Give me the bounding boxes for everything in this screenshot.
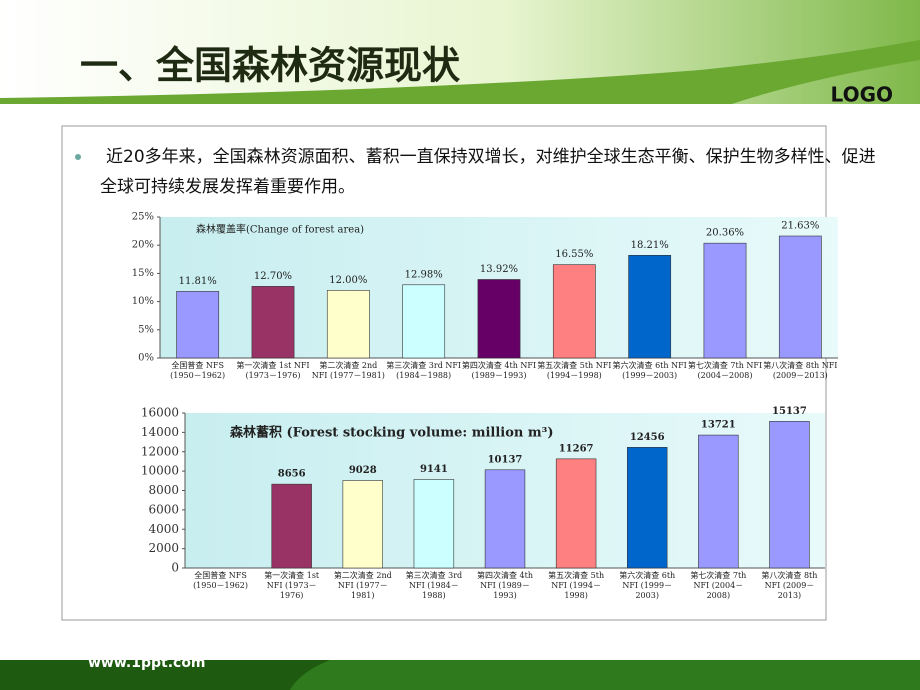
slide-title: 一、全国森林资源现状 bbox=[80, 44, 461, 88]
y-tick-label: 16000 bbox=[141, 406, 179, 420]
y-tick-label: 0 bbox=[171, 561, 179, 575]
x-tick-box: 第一次清查 1st NFI (1973－1976) bbox=[264, 571, 320, 600]
x-tick-label: 第八次清查 8th NFI (2009－2013) bbox=[763, 361, 838, 380]
bar bbox=[251, 286, 295, 359]
value-label: 18.21% bbox=[631, 240, 669, 251]
x-tick-box: 全国普查 NFS (1950－1962) bbox=[170, 361, 226, 380]
x-tick-label: 第六次清查 6th NFI (1999－2003) bbox=[612, 361, 687, 380]
x-tick-box: 第三次清查 3rd NFI (1984－1988) bbox=[405, 571, 463, 600]
bullet-dot bbox=[75, 154, 81, 160]
x-tick-box: 第四次清查 4th NFI (1989－1993) bbox=[461, 361, 537, 380]
value-label: 8656 bbox=[278, 469, 306, 480]
y-tick-label: 25% bbox=[132, 212, 154, 223]
x-tick-box: 第四次清查 4th NFI (1989－1993) bbox=[476, 571, 533, 600]
y-tick-label: 10% bbox=[132, 296, 154, 307]
x-tick-box: 第八次清查 8th NFI (2009－2013) bbox=[763, 361, 838, 380]
x-tick-box: 第六次清查 6th NFI (1999－2003) bbox=[612, 361, 687, 380]
value-label: 11.81% bbox=[179, 276, 217, 287]
bar bbox=[413, 479, 455, 569]
bar bbox=[402, 284, 446, 359]
value-label: 21.63% bbox=[781, 221, 819, 232]
x-tick-box: 全国普查 NFS (1950－1962) bbox=[193, 571, 249, 590]
bar bbox=[698, 434, 739, 569]
y-tick-label: 2000 bbox=[148, 541, 179, 555]
x-tick-box: 第六次清查 6th NFI (1999－2003) bbox=[619, 571, 676, 600]
bar bbox=[176, 291, 220, 359]
bar bbox=[703, 242, 747, 359]
x-tick-box: 第七次清查 7th NFI (2004－2008) bbox=[690, 571, 747, 600]
x-tick-box: 第五次清查 5th NFI (1994－1998) bbox=[548, 571, 605, 600]
x-tick-box: 第二次清查 2nd NFI (1977－1981) bbox=[311, 361, 385, 380]
value-label: 13.92% bbox=[480, 264, 518, 275]
value-label: 12.70% bbox=[254, 271, 292, 282]
y-tick-label: 6000 bbox=[148, 502, 179, 516]
y-tick-label: 20% bbox=[132, 240, 154, 251]
value-label: 15137 bbox=[772, 406, 807, 417]
header-swoosh bbox=[0, 40, 920, 108]
y-tick-label: 8000 bbox=[148, 483, 179, 497]
value-label: 9141 bbox=[420, 464, 448, 475]
y-tick-label: 0% bbox=[138, 353, 154, 364]
value-label: 10137 bbox=[488, 454, 523, 465]
x-tick-label: 第七次清查 7th NFI (2004－2008) bbox=[690, 571, 747, 600]
value-label: 13721 bbox=[701, 420, 736, 431]
bar bbox=[326, 290, 370, 359]
chart-title: 森林蓄积 (Forest stocking volume: million m³… bbox=[230, 425, 553, 441]
y-tick-label: 4000 bbox=[148, 522, 179, 536]
bar bbox=[778, 235, 822, 359]
bar bbox=[484, 469, 526, 569]
bar bbox=[552, 264, 596, 359]
x-tick-label: 第二次清查 2nd NFI (1977－1981) bbox=[333, 571, 392, 600]
x-tick-label: 全国普查 NFS (1950－1962) bbox=[193, 571, 249, 590]
x-tick-box: 第五次清查 5th NFI (1994－1998) bbox=[537, 361, 612, 380]
x-tick-box: 第七次清查 7th NFI (2004－2008) bbox=[687, 361, 763, 380]
value-label: 20.36% bbox=[706, 228, 744, 239]
bar bbox=[769, 421, 810, 569]
x-tick-box: 第八次清查 8th NFI (2009－2013) bbox=[761, 571, 818, 600]
y-tick-label: 10000 bbox=[141, 464, 179, 478]
x-tick-label: 第五次清查 5th NFI (1994－1998) bbox=[548, 571, 605, 600]
bar bbox=[477, 279, 521, 359]
bar bbox=[628, 254, 672, 359]
x-tick-label: 第三次清查 3rd NFI (1984－1988) bbox=[386, 361, 462, 380]
x-tick-label: 第二次清查 2nd NFI (1977－1981) bbox=[311, 361, 385, 380]
bullet-text: 近20多年来，全国森林资源面积、蓄积一直保持双增长，对维护全球生态平衡、保护生物… bbox=[100, 147, 876, 197]
value-label: 12.00% bbox=[329, 275, 367, 286]
x-tick-label: 第一次清查 1st NFI (1973－1976) bbox=[264, 571, 320, 600]
value-label: 9028 bbox=[349, 465, 377, 476]
x-tick-label: 第六次清查 6th NFI (1999－2003) bbox=[619, 571, 676, 600]
footer-shape bbox=[0, 660, 330, 690]
x-tick-label: 第八次清查 8th NFI (2009－2013) bbox=[761, 571, 818, 600]
bar bbox=[627, 447, 668, 569]
y-tick-label: 14000 bbox=[141, 425, 179, 439]
x-tick-label: 第三次清查 3rd NFI (1984－1988) bbox=[405, 571, 463, 600]
logo: LOGO bbox=[831, 83, 893, 107]
x-tick-label: 第五次清查 5th NFI (1994－1998) bbox=[537, 361, 612, 380]
footer-url: www.1ppt.com bbox=[88, 655, 206, 671]
x-tick-box: 第二次清查 2nd NFI (1977－1981) bbox=[333, 571, 392, 600]
value-label: 16.55% bbox=[555, 249, 593, 260]
x-tick-label: 第七次清查 7th NFI (2004－2008) bbox=[687, 361, 763, 380]
value-label: 12.98% bbox=[405, 269, 443, 280]
bullet-box: 近20多年来，全国森林资源面积、蓄积一直保持双增长，对维护全球生态平衡、保护生物… bbox=[100, 147, 876, 197]
x-tick-label: 全国普查 NFS (1950－1962) bbox=[170, 361, 226, 380]
header-gap bbox=[0, 104, 920, 114]
bar bbox=[555, 458, 597, 569]
value-label: 12456 bbox=[630, 432, 665, 443]
y-tick-label: 15% bbox=[132, 268, 154, 279]
chart-title: 森林覆盖率(Change of forest area) bbox=[196, 223, 364, 236]
y-tick-label: 12000 bbox=[141, 444, 179, 458]
y-tick-label: 5% bbox=[138, 324, 154, 335]
x-tick-label: 第一次清查 1st NFI (1973－1976) bbox=[236, 361, 310, 380]
x-tick-box: 第一次清查 1st NFI (1973－1976) bbox=[236, 361, 310, 380]
value-label: 11267 bbox=[559, 443, 594, 454]
x-tick-label: 第四次清查 4th NFI (1989－1993) bbox=[461, 361, 537, 380]
bar bbox=[271, 483, 312, 569]
x-tick-box: 第三次清查 3rd NFI (1984－1988) bbox=[386, 361, 462, 380]
x-tick-label: 第四次清查 4th NFI (1989－1993) bbox=[476, 571, 533, 600]
bar bbox=[342, 480, 383, 569]
